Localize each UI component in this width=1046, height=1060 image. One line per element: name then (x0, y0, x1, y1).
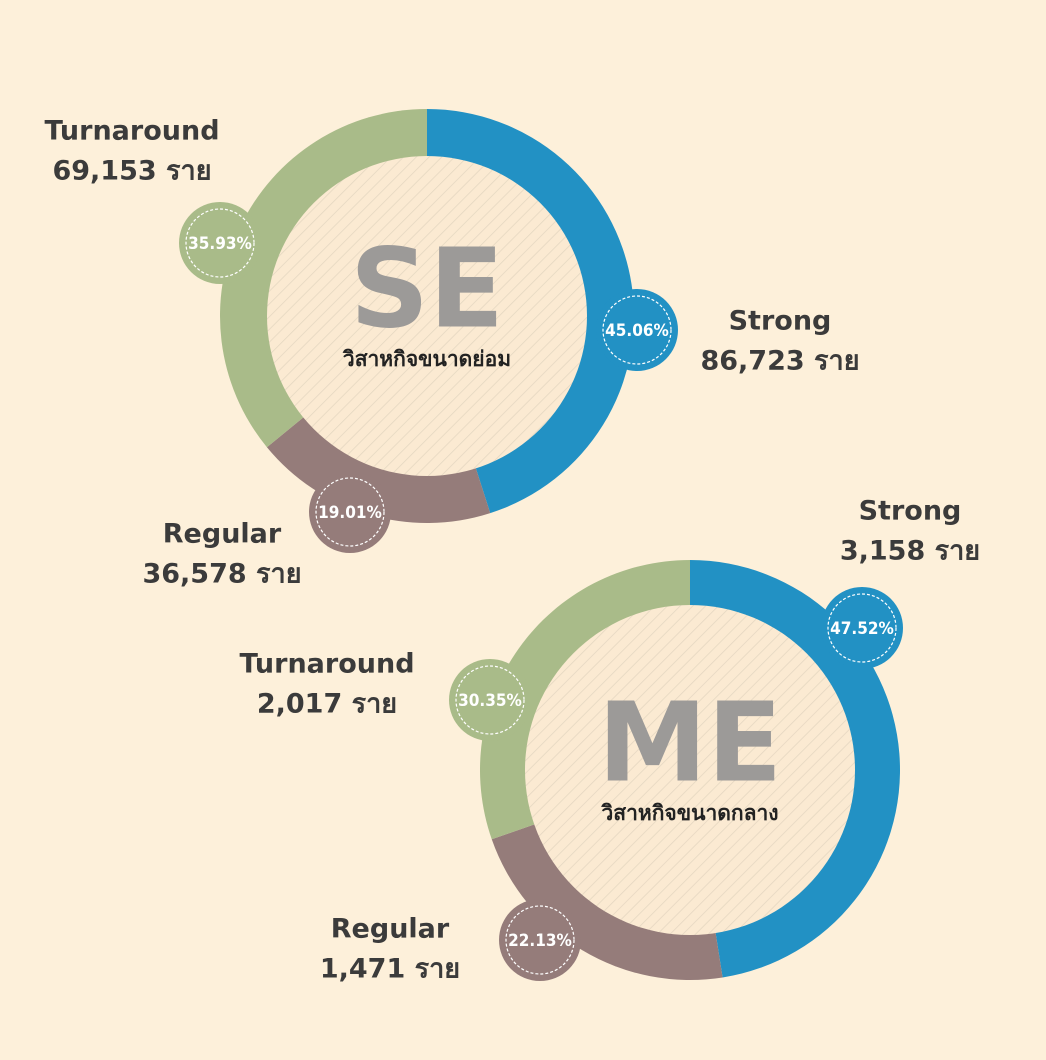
count-label: 86,723 ราย (700, 346, 859, 377)
category-label: Turnaround (239, 649, 414, 680)
count-label: 2,017 ราย (257, 689, 397, 720)
value-label: 30.35% (458, 691, 522, 711)
value-label: 19.01% (318, 503, 382, 523)
badge (179, 202, 261, 284)
badge-ring (185, 208, 255, 278)
donut-hole (267, 156, 587, 476)
badge-ring (602, 295, 672, 365)
badge (449, 659, 531, 741)
category-label: Regular (331, 914, 450, 945)
count-label: 1,471 ราย (320, 954, 460, 985)
category-label: Turnaround (44, 116, 219, 147)
category-label: Regular (163, 519, 282, 550)
count-label: 36,578 ราย (142, 559, 301, 590)
badge-ring (505, 905, 575, 975)
badge (499, 899, 581, 981)
badge-ring (455, 665, 525, 735)
value-label: 22.13% (508, 931, 572, 951)
center-subtitle: วิสาหกิจขนาดย่อม (342, 347, 511, 371)
value-label: 45.06% (605, 321, 669, 341)
value-label: 35.93% (188, 234, 252, 254)
badge (821, 587, 903, 669)
center-title: SE (350, 224, 504, 352)
donut-hole (525, 605, 855, 935)
badge-ring (315, 477, 385, 547)
badge-ring (827, 593, 897, 663)
value-label: 47.52% (830, 619, 894, 639)
count-label: 69,153 ราย (52, 156, 211, 187)
center-title: ME (598, 678, 783, 806)
badge (309, 471, 391, 553)
count-label: 3,158 ราย (840, 536, 980, 567)
category-label: Strong (729, 306, 832, 337)
badge (596, 289, 678, 371)
center-subtitle: วิสาหกิจขนาดกลาง (600, 801, 778, 825)
category-label: Strong (859, 496, 962, 527)
